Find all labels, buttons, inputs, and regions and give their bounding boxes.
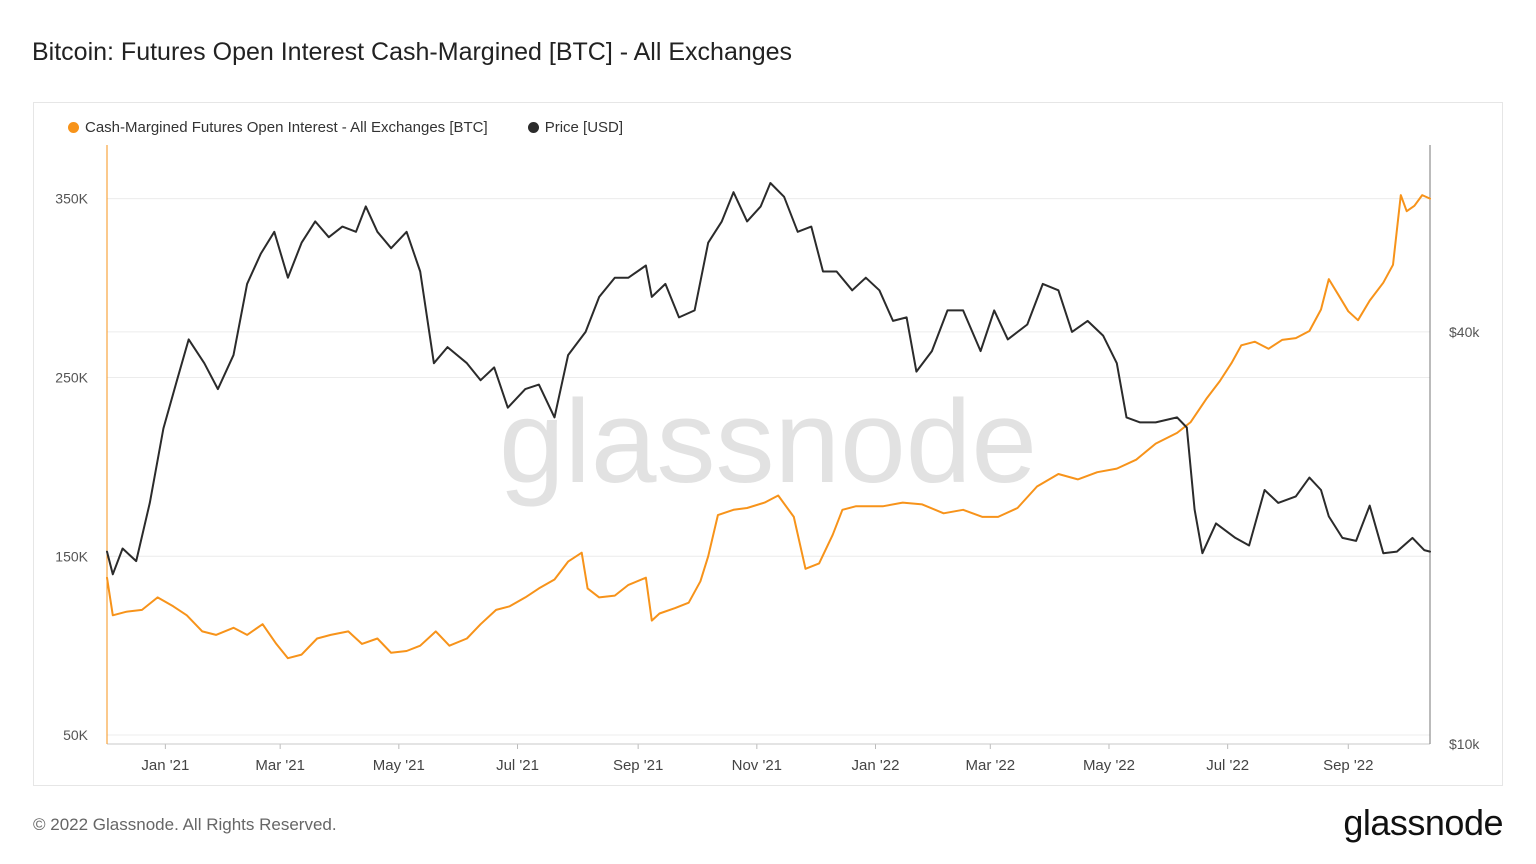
y-left-tick-label: 150K — [55, 548, 88, 564]
legend-label-oi: Cash-Margined Futures Open Interest - Al… — [85, 118, 488, 136]
series-line-open-interest — [106, 194, 1431, 660]
x-tick-label: May '22 — [1083, 757, 1135, 774]
axes — [106, 145, 1431, 749]
x-tick-label: Nov '21 — [732, 757, 782, 774]
legend-dot-oi — [68, 121, 79, 133]
y-right-tick-label: $10k — [1449, 736, 1480, 752]
legend-item-price[interactable]: Price [USD] — [527, 118, 624, 136]
legend-dot-price — [527, 121, 539, 133]
x-tick-label: Sep '21 — [613, 757, 663, 774]
x-tick-label: Jul '22 — [1206, 757, 1249, 774]
legend-item-oi[interactable]: Cash-Margined Futures Open Interest - Al… — [68, 119, 488, 136]
x-tick-label: Jan '22 — [852, 757, 900, 774]
chart-legend: Cash-Margined Futures Open Interest - Al… — [68, 116, 623, 138]
x-tick-label: Jul '21 — [496, 757, 539, 774]
watermark: glassnode — [499, 376, 1037, 508]
y-left-tick-label: 250K — [55, 369, 88, 385]
series-lines — [106, 182, 1431, 660]
y-left-tick-label: 50K — [63, 727, 89, 743]
x-tick-label: Mar '21 — [255, 757, 305, 774]
x-tick-label: Sep '22 — [1323, 757, 1373, 774]
y-right-tick-label: $40k — [1449, 324, 1480, 340]
series-line-price — [106, 182, 1431, 576]
legend-label-price: Price [USD] — [544, 118, 624, 136]
chart-panel — [33, 102, 1503, 786]
copyright-text: © 2022 Glassnode. All Rights Reserved. — [33, 815, 337, 834]
y-left-tick-label: 350K — [55, 191, 88, 207]
x-tick-label: Jan '21 — [141, 757, 189, 774]
x-tick-label: May '21 — [373, 757, 425, 774]
tick-labels: 50K 150K 250K 350K $10k $40k Jan '21 Mar '21 May… — [55, 191, 1480, 774]
page-title: Bitcoin: Futures Open Interest Cash-Marg… — [32, 38, 793, 66]
glassnode-logo[interactable]: glassnode — [1343, 802, 1503, 843]
x-tick-label: Mar '22 — [966, 757, 1016, 774]
